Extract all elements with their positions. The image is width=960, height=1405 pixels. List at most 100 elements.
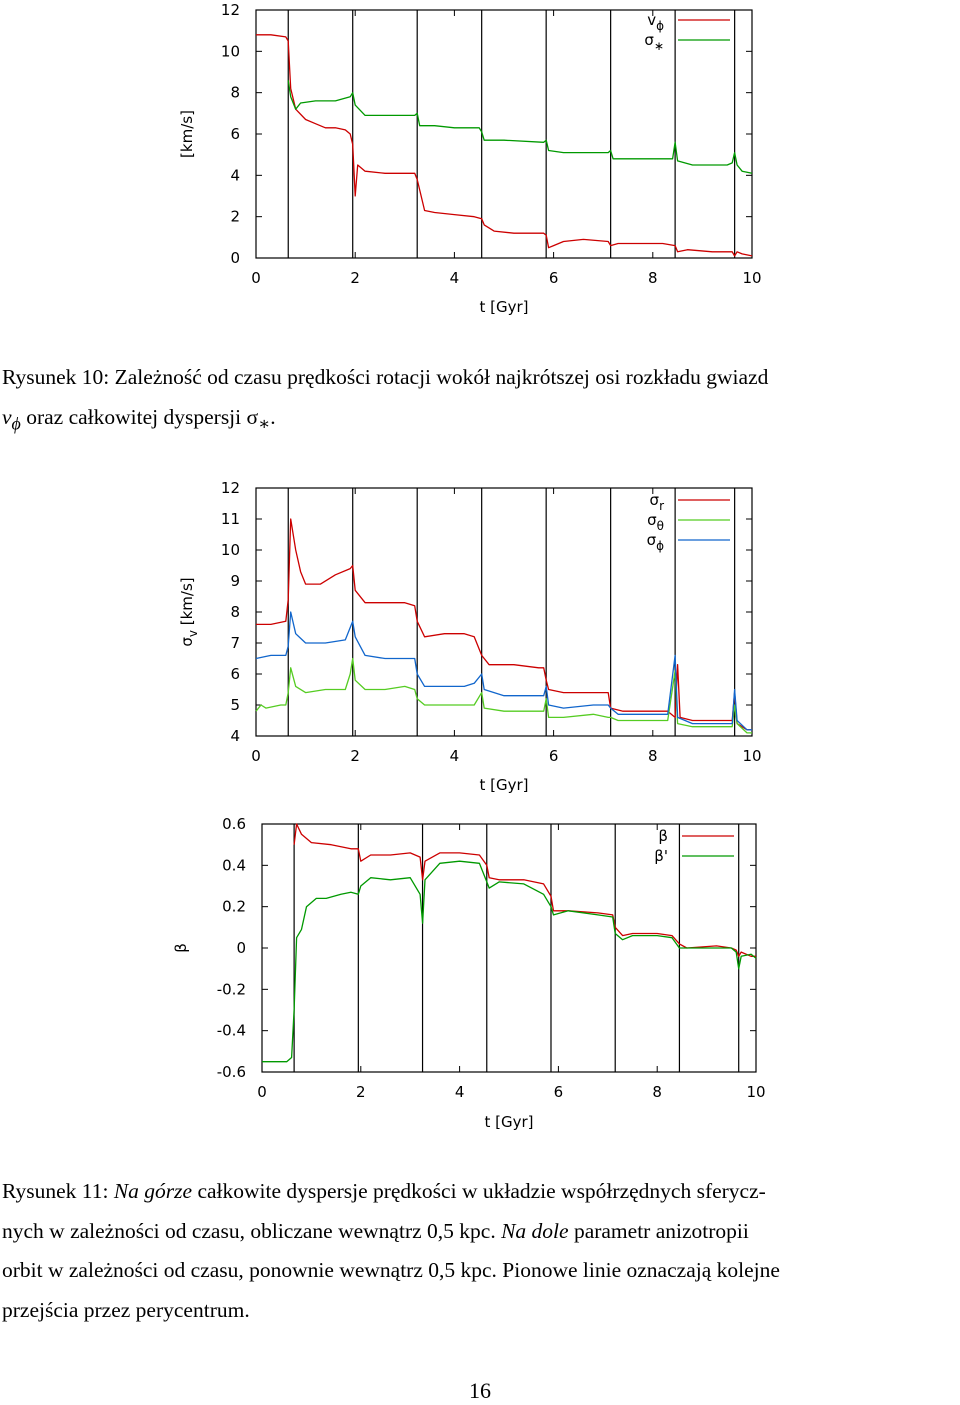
y-tick-label: 0.6 (222, 815, 246, 833)
y-axis-label-subscript: v (186, 630, 200, 637)
legend-label-main: σ (644, 31, 654, 49)
x-tick-label: 6 (549, 747, 559, 765)
series-line (256, 518, 752, 731)
x-tick-label: 10 (746, 1083, 765, 1101)
y-tick-label: -0.2 (217, 980, 246, 998)
phi-subscript: ϕ (11, 412, 21, 433)
legend-label-main: σ (647, 531, 657, 549)
figure-11-text-2: nych w zależności od czasu, obliczane we… (2, 1218, 496, 1243)
anisotropy-plot: 0 2 4 6 8 10 -0.6 -0.4 -0.2 0 0.2 0.4 0.6 t [Gyr] β β β' (172, 815, 766, 1131)
y-tick-label: 0.4 (222, 856, 246, 874)
x-tick-label: 6 (549, 269, 559, 287)
series-line (255, 611, 752, 731)
page-number: 16 (469, 1378, 491, 1403)
figure-11-text-1: całkowite dyspersje prędkości w układzie… (197, 1179, 766, 1203)
x-tick-label: 10 (742, 747, 761, 765)
legend-label-subscript: ∗ (654, 39, 664, 53)
v-phi-symbol: v (2, 404, 12, 429)
x-tick-label: 6 (554, 1083, 564, 1101)
y-axis-label: [km/s] (178, 110, 196, 158)
y-axis-label-units: [km/s] (178, 577, 196, 630)
figure-11-italic-bottom: Na dole (501, 1218, 569, 1243)
y-tick-label: 8 (230, 603, 240, 621)
x-tick-label: 2 (356, 1083, 366, 1101)
y-axis-label-sigma: σ (178, 637, 196, 647)
y-axis-label: β (172, 943, 190, 953)
x-axis-label: t [Gyr] (484, 1113, 533, 1131)
x-axis-label: t [Gyr] (479, 776, 528, 794)
legend-label-subscript: ϕ (656, 539, 664, 553)
figure-11-text-3: parametr anizotropii (573, 1218, 749, 1243)
x-axis-label: t [Gyr] (479, 298, 528, 316)
x-tick-label: 0 (257, 1083, 267, 1101)
figure-11-caption-line4: przejścia przez perycentrum. (2, 1297, 250, 1322)
y-tick-label: -0.6 (217, 1063, 246, 1081)
series-line (293, 823, 756, 957)
figure-11-caption-line2: nych w zależności od czasu, obliczane we… (2, 1212, 960, 1252)
figure-11-italic-top: Na górze (113, 1179, 193, 1203)
x-tick-label: 2 (350, 747, 360, 765)
x-tick-label: 4 (450, 747, 460, 765)
x-tick-label: 0 (251, 747, 261, 765)
velocity-plot: 0 2 4 6 8 10 0 2 4 6 8 10 12 t [Gyr] [km/s] vϕσ∗ (178, 1, 762, 316)
x-tick-label: 4 (455, 1083, 465, 1101)
legend-label: σθ (647, 511, 664, 533)
caption-period: . (270, 404, 276, 429)
legend-label-main: σ (647, 511, 657, 529)
legend-label: σϕ (647, 531, 665, 553)
figure-10-label: Rysunek 10: (2, 365, 110, 389)
legend-label-subscript: ϕ (656, 19, 664, 33)
y-tick-label: 0 (230, 249, 240, 267)
figure-10-caption-rest: oraz całkowitej dyspersji σ (26, 404, 259, 429)
figure-10-caption-line1: Rysunek 10: Zależność od czasu prędkości… (2, 358, 960, 398)
figure-11-label: Rysunek 11: (2, 1179, 109, 1203)
figure-11-caption-line1: Rysunek 11: Na górze całkowite dyspersje… (2, 1172, 960, 1212)
x-tick-label: 4 (450, 269, 460, 287)
x-tick-label: 8 (648, 747, 658, 765)
plot-frame (255, 9, 753, 259)
legend-label: σ∗ (644, 31, 664, 53)
figure-10-caption-line2: vϕ oraz całkowitej dyspersji σ∗. (2, 398, 960, 444)
y-tick-label: 4 (230, 166, 240, 184)
y-tick-label: 10 (221, 42, 240, 60)
x-tick-label: 0 (251, 269, 261, 287)
figure-11-caption: Rysunek 11: Na górze całkowite dyspersje… (2, 1172, 960, 1330)
y-tick-label: 2 (230, 208, 240, 226)
y-tick-label: 4 (230, 727, 240, 745)
legend-label-subscript: r (659, 499, 664, 513)
y-tick-label: 9 (230, 572, 240, 590)
x-tick-label: 2 (350, 269, 360, 287)
series-line (256, 34, 753, 257)
plot-frame (255, 487, 753, 737)
y-tick-label: 0 (236, 939, 246, 957)
y-tick-label: 12 (221, 479, 240, 497)
y-tick-label: 6 (230, 125, 240, 143)
series-line (262, 860, 757, 1063)
series-line (287, 80, 753, 174)
x-tick-label: 8 (652, 1083, 662, 1101)
y-tick-label: 12 (221, 1, 240, 19)
legend-label-main: σ (650, 491, 660, 509)
figure-10-caption: Rysunek 10: Zależność od czasu prędkości… (2, 358, 960, 443)
x-tick-label: 8 (648, 269, 658, 287)
y-tick-label: 5 (230, 696, 240, 714)
y-tick-label: 10 (221, 541, 240, 559)
y-axis-label: σv [km/s] (178, 577, 200, 646)
legend-label: β' (654, 847, 668, 865)
figure-10-text: Zależność od czasu prędkości rotacji wok… (114, 365, 769, 389)
y-tick-label: 8 (230, 84, 240, 102)
y-tick-label: 11 (221, 510, 240, 528)
legend-label: σr (650, 491, 665, 513)
x-tick-label: 10 (742, 269, 761, 287)
figure-11-caption-line3: orbit w zależności od czasu, ponownie we… (2, 1258, 780, 1282)
legend-label-subscript: θ (657, 519, 664, 533)
legend-label-main: v (647, 11, 656, 29)
legend-label: β (658, 827, 668, 845)
legend-label: vϕ (647, 11, 664, 33)
y-tick-label: 0.2 (222, 898, 246, 916)
y-tick-label: 6 (230, 665, 240, 683)
star-subscript: ∗ (258, 412, 271, 433)
y-tick-label: -0.4 (217, 1022, 246, 1040)
y-tick-label: 7 (230, 634, 240, 652)
